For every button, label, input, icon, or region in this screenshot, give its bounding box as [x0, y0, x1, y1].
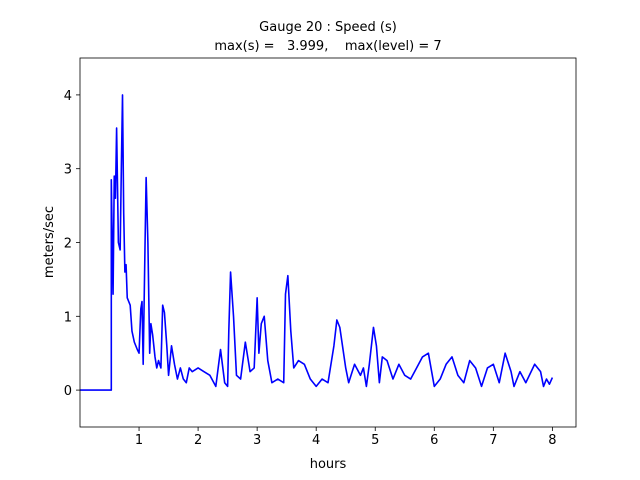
y-tick-label: 0 [64, 384, 72, 399]
x-tick-label: 1 [135, 433, 143, 448]
y-tick-label: 3 [64, 163, 72, 178]
y-axis-label: meters/sec [42, 206, 57, 278]
y-tick-label: 2 [64, 237, 72, 252]
x-axis-label: hours [310, 457, 347, 472]
x-tick-label: 2 [194, 433, 202, 448]
x-tick-label: 4 [312, 433, 320, 448]
x-tick-label: 6 [430, 433, 438, 448]
chart-subtitle: max(s) = 3.999, max(level) = 7 [214, 39, 441, 54]
x-tick-label: 5 [371, 433, 379, 448]
chart-title: Gauge 20 : Speed (s) [259, 20, 397, 35]
y-tick-label: 4 [64, 89, 72, 104]
y-tick-label: 1 [64, 310, 72, 325]
x-tick-label: 7 [489, 433, 497, 448]
plot-frame [79, 57, 577, 428]
x-tick-label: 3 [253, 433, 261, 448]
data-line [80, 94, 554, 391]
x-tick-label: 8 [548, 433, 556, 448]
